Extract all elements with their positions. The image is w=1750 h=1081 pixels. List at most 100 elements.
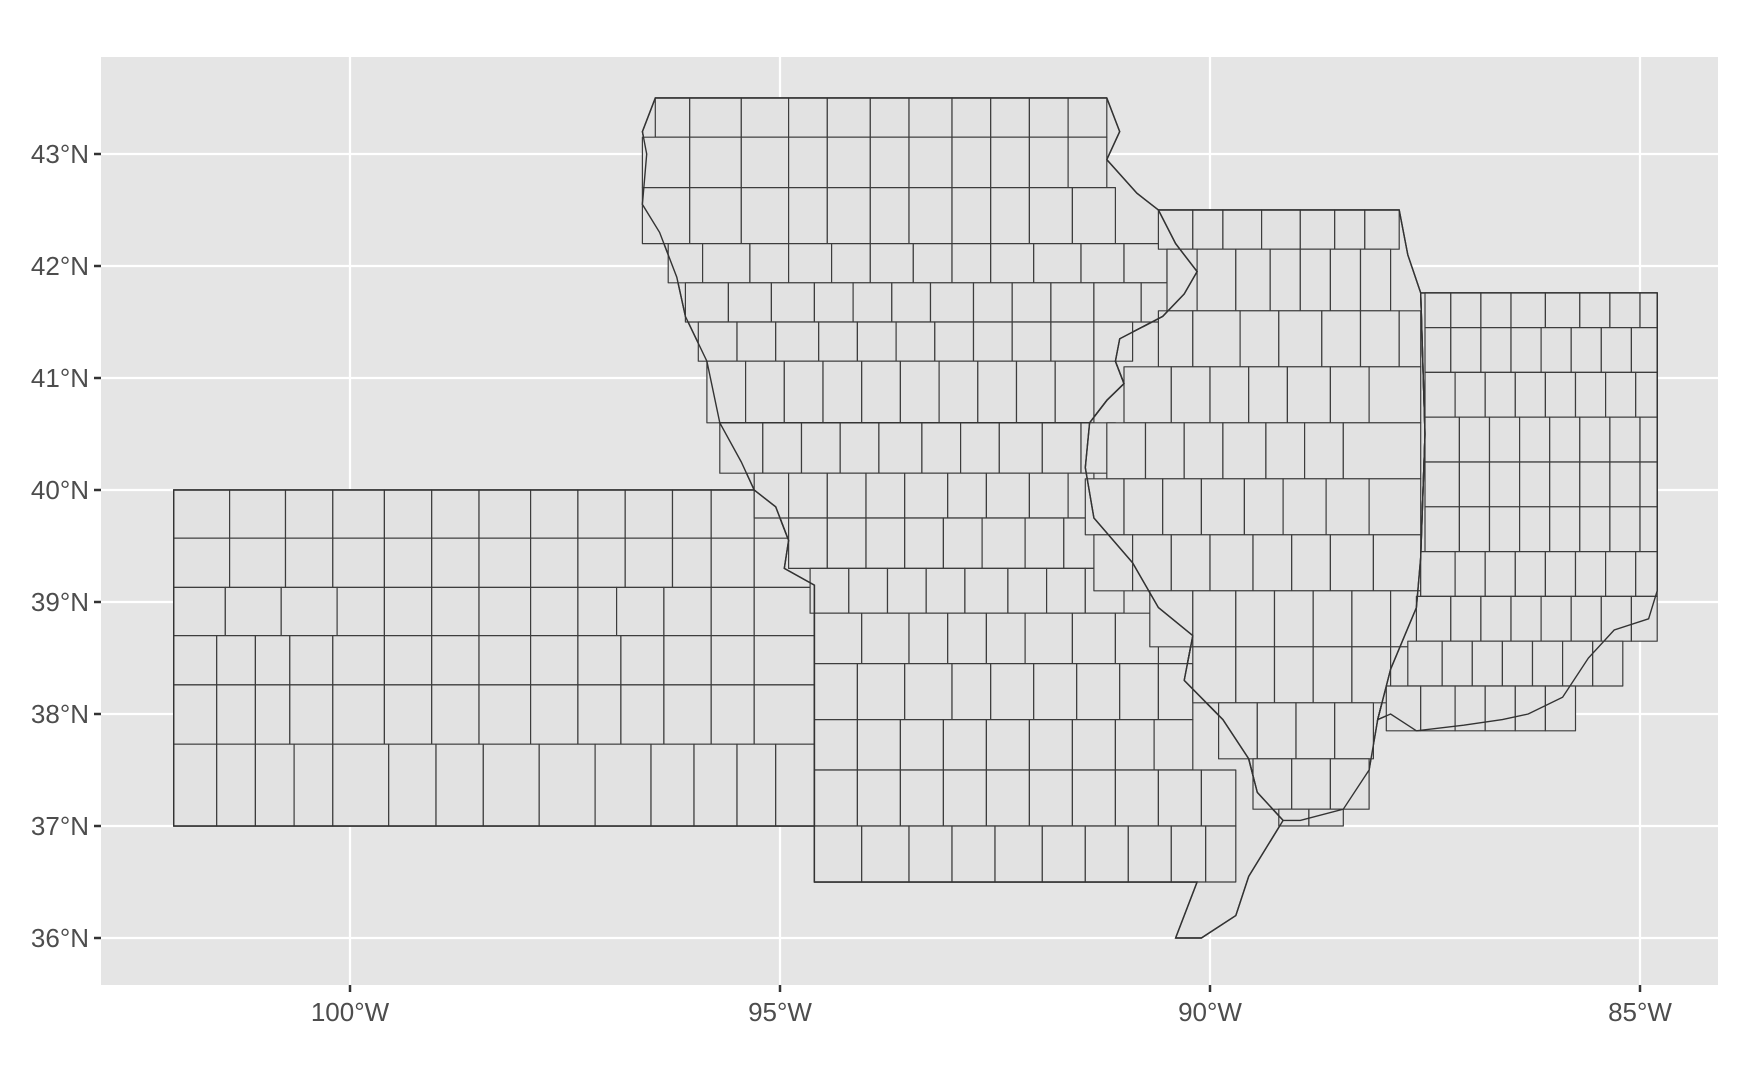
county-polygon xyxy=(1514,550,1547,597)
county-polygon xyxy=(899,360,940,424)
county-polygon xyxy=(1424,327,1452,374)
county-polygon xyxy=(1033,243,1082,284)
y-tick-label: 39°N xyxy=(31,587,89,617)
county-polygon xyxy=(861,360,902,424)
county-polygon xyxy=(478,586,532,637)
county-polygon xyxy=(1544,292,1581,329)
county-polygon xyxy=(1570,327,1602,374)
county-polygon xyxy=(1484,685,1516,732)
county-polygon xyxy=(1248,366,1288,424)
county-polygon xyxy=(1630,327,1658,374)
county-polygon xyxy=(1252,758,1293,810)
county-polygon xyxy=(710,489,755,539)
county-polygon xyxy=(830,243,871,284)
county-polygon xyxy=(173,743,218,827)
county-polygon xyxy=(1574,550,1607,597)
county-polygon xyxy=(1424,506,1461,553)
county-polygon xyxy=(1424,416,1461,463)
county-polygon xyxy=(1312,646,1353,704)
county-polygon xyxy=(1196,248,1237,312)
county-polygon xyxy=(1024,612,1073,665)
county-polygon xyxy=(1639,416,1658,463)
county-polygon xyxy=(1480,292,1512,329)
x-tick-label: 100°W xyxy=(311,997,390,1027)
county-polygon xyxy=(1329,366,1370,424)
county-polygon xyxy=(990,97,1031,138)
county-polygon xyxy=(284,537,334,589)
county-polygon xyxy=(994,825,1043,883)
county-polygon xyxy=(478,684,532,745)
county-polygon xyxy=(1372,534,1422,592)
county-polygon xyxy=(990,662,1035,721)
county-polygon xyxy=(1518,506,1551,553)
county-polygon xyxy=(1123,243,1168,284)
county-polygon xyxy=(224,586,282,637)
county-polygon xyxy=(1308,808,1344,827)
county-polygon xyxy=(1510,327,1542,374)
county-polygon xyxy=(332,684,385,745)
county-polygon xyxy=(624,537,674,589)
county-polygon xyxy=(990,136,1031,189)
county-polygon xyxy=(654,97,691,138)
county-polygon xyxy=(904,517,945,570)
county-polygon xyxy=(1518,416,1551,463)
county-polygon xyxy=(800,422,841,474)
county-polygon xyxy=(1028,769,1074,827)
county-polygon xyxy=(431,537,480,589)
county-polygon xyxy=(787,97,828,138)
county-polygon xyxy=(1028,472,1069,519)
county-polygon xyxy=(1256,702,1297,760)
county-polygon xyxy=(1531,640,1564,687)
county-polygon xyxy=(1609,506,1641,553)
county-polygon xyxy=(904,472,949,519)
county-polygon xyxy=(1222,422,1267,480)
county-polygon xyxy=(981,517,1026,570)
county-polygon xyxy=(689,136,742,189)
county-polygon xyxy=(1480,327,1512,374)
county-polygon xyxy=(1011,321,1052,362)
county-polygon xyxy=(1321,310,1362,368)
county-polygon xyxy=(1639,292,1658,329)
y-tick-label: 40°N xyxy=(31,475,89,505)
state-border xyxy=(1376,292,1658,732)
county-polygon xyxy=(787,243,833,284)
county-polygon xyxy=(1170,825,1207,883)
county-polygon xyxy=(1007,567,1048,614)
county-polygon xyxy=(1579,506,1611,553)
county-polygon xyxy=(839,422,880,474)
county-polygon xyxy=(813,662,859,721)
county-polygon xyxy=(1540,595,1572,642)
county-polygon xyxy=(985,472,1031,519)
county-polygon xyxy=(1071,612,1117,665)
county-polygon xyxy=(1424,371,1456,418)
county-polygon xyxy=(332,489,385,539)
county-polygon xyxy=(861,612,910,665)
county-polygon xyxy=(1501,640,1534,687)
county-polygon xyxy=(1067,136,1108,189)
county-polygon xyxy=(1071,187,1117,245)
county-polygon xyxy=(529,586,579,637)
county-polygon xyxy=(947,612,988,665)
county-polygon xyxy=(577,537,626,589)
county-polygon xyxy=(624,489,674,539)
county-polygon xyxy=(431,684,480,745)
county-polygon xyxy=(1131,534,1172,592)
county-polygon xyxy=(710,684,755,745)
county-polygon xyxy=(1312,590,1353,648)
county-polygon xyxy=(1222,209,1263,250)
county-polygon xyxy=(1127,825,1172,883)
county-polygon xyxy=(942,769,988,827)
county-polygon xyxy=(826,517,867,570)
county-polygon xyxy=(336,586,386,637)
county-polygon xyxy=(972,282,1013,323)
county-polygon xyxy=(383,586,433,637)
county-polygon xyxy=(1045,567,1086,614)
county-polygon xyxy=(693,743,738,827)
county-polygon xyxy=(289,684,334,745)
county-polygon xyxy=(1592,640,1624,687)
county-polygon xyxy=(1458,461,1491,508)
county-polygon xyxy=(1415,595,1452,642)
county-polygon xyxy=(1454,550,1486,597)
county-polygon xyxy=(173,684,218,745)
county-polygon xyxy=(826,472,867,519)
